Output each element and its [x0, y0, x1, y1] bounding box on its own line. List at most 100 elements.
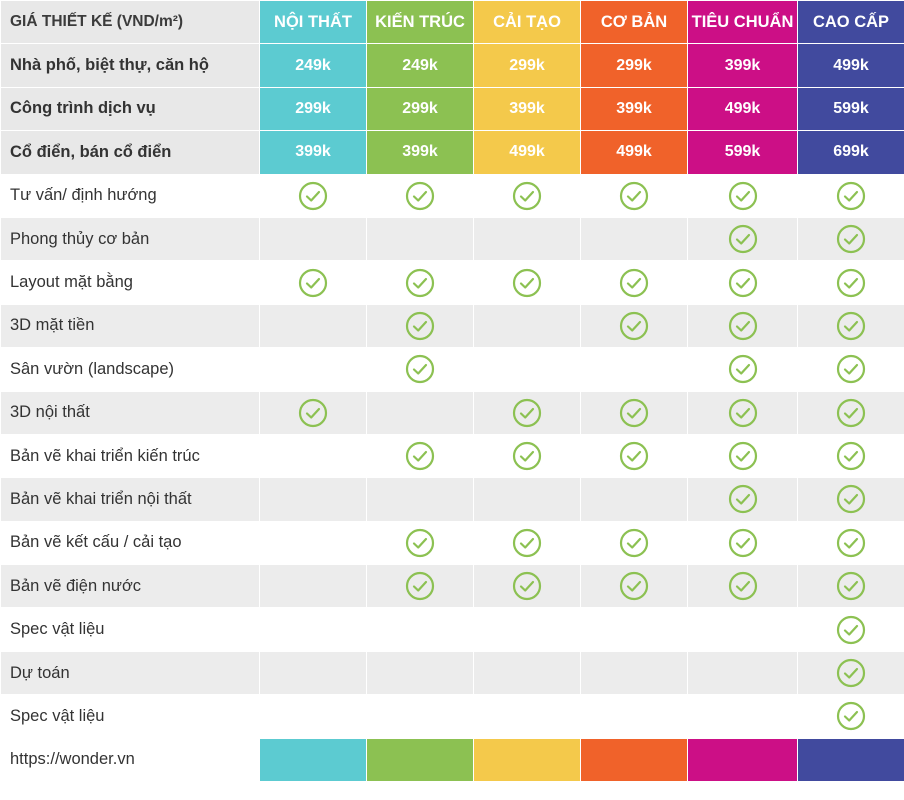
check-circle-icon	[619, 311, 649, 341]
feature-included-cell	[797, 303, 904, 349]
feature-row: Dự toán	[0, 650, 904, 696]
feature-row: Bản vẽ điện nước	[0, 564, 904, 609]
footer-link[interactable]: https://wonder.vn	[0, 737, 260, 783]
price-cell: 699k	[797, 130, 904, 175]
feature-empty-cell	[580, 607, 688, 652]
price-cell: 399k	[366, 130, 474, 175]
check-circle-icon	[405, 572, 435, 601]
check-circle-icon	[836, 615, 866, 644]
price-cell: 499k	[687, 86, 798, 132]
footer-swatch	[687, 737, 798, 783]
feature-included-cell	[473, 390, 581, 435]
feature-included-cell	[797, 520, 904, 566]
check-circle-icon	[836, 398, 866, 427]
feature-row: Phong thủy cơ bản	[0, 216, 904, 262]
check-circle-icon	[728, 181, 757, 210]
check-circle-icon	[728, 225, 757, 254]
feature-row: Bản vẽ khai triển kiến trúc	[0, 433, 904, 479]
feature-included-cell	[366, 564, 474, 609]
footer-row: https://wonder.vn	[0, 737, 904, 783]
pricing-table: GIÁ THIẾT KẾ (VND/m²) NỘI THẤT KIẾN TRÚC…	[0, 0, 904, 783]
price-row: Nhà phố, biệt thự, căn hộ 249k 249k 299k 299…	[0, 43, 904, 88]
feature-row: Bản vẽ kết cấu / cải tạo	[0, 520, 904, 566]
feature-row: Layout mặt bằng	[0, 260, 904, 305]
feature-included-cell	[259, 390, 367, 435]
feature-included-cell	[366, 260, 474, 305]
feature-label: Bản vẽ khai triển nội thất	[0, 477, 260, 522]
price-cell: 399k	[687, 43, 798, 88]
check-circle-icon	[836, 311, 866, 341]
check-circle-icon	[405, 268, 435, 297]
feature-included-cell	[366, 173, 474, 218]
check-circle-icon	[405, 441, 435, 471]
check-circle-icon	[619, 181, 649, 210]
check-circle-icon	[512, 268, 542, 297]
feature-included-cell	[687, 216, 798, 262]
feature-label: Spec vật liệu	[0, 607, 260, 652]
feature-included-cell	[797, 694, 904, 739]
feature-included-cell	[366, 520, 474, 566]
feature-empty-cell	[259, 520, 367, 566]
footer-swatch	[473, 737, 581, 783]
plan-header-tieu-chuan: TIÊU CHUẨN	[687, 0, 798, 45]
feature-row: 3D mặt tiền	[0, 303, 904, 349]
check-circle-icon	[512, 398, 542, 427]
feature-label: Spec vật liệu	[0, 694, 260, 739]
check-circle-icon	[836, 181, 866, 210]
feature-included-cell	[797, 260, 904, 305]
price-cell: 399k	[259, 130, 367, 175]
feature-included-cell	[687, 564, 798, 609]
feature-included-cell	[797, 173, 904, 218]
feature-empty-cell	[473, 650, 581, 696]
feature-included-cell	[580, 433, 688, 479]
feature-label: Dự toán	[0, 650, 260, 696]
feature-included-cell	[473, 564, 581, 609]
check-circle-icon	[836, 268, 866, 297]
feature-included-cell	[687, 347, 798, 392]
check-circle-icon	[836, 528, 866, 557]
check-circle-icon	[836, 702, 866, 731]
feature-empty-cell	[366, 607, 474, 652]
check-circle-icon	[728, 311, 757, 341]
feature-empty-cell	[580, 477, 688, 522]
price-row-label: Nhà phố, biệt thự, căn hộ	[0, 43, 260, 88]
plan-header-cao-cap: CAO CẤP	[797, 0, 904, 45]
price-row-label: Công trình dịch vụ	[0, 86, 260, 132]
feature-label: Phong thủy cơ bản	[0, 216, 260, 262]
feature-label: Bản vẽ kết cấu / cải tạo	[0, 520, 260, 566]
feature-included-cell	[797, 433, 904, 479]
plan-header-co-ban: CƠ BẢN	[580, 0, 688, 45]
feature-empty-cell	[259, 303, 367, 349]
feature-included-cell	[580, 520, 688, 566]
feature-included-cell	[687, 260, 798, 305]
price-cell: 399k	[580, 86, 688, 132]
feature-included-cell	[797, 607, 904, 652]
feature-empty-cell	[473, 694, 581, 739]
footer-swatch	[580, 737, 688, 783]
check-circle-icon	[405, 528, 435, 557]
price-cell: 499k	[473, 130, 581, 175]
feature-label: Bản vẽ điện nước	[0, 564, 260, 609]
feature-empty-cell	[366, 477, 474, 522]
feature-empty-cell	[473, 216, 581, 262]
price-cell: 299k	[259, 86, 367, 132]
feature-included-cell	[473, 520, 581, 566]
feature-included-cell	[580, 564, 688, 609]
feature-empty-cell	[366, 390, 474, 435]
check-circle-icon	[298, 398, 328, 427]
check-circle-icon	[836, 441, 866, 471]
check-circle-icon	[619, 268, 649, 297]
check-circle-icon	[836, 355, 866, 384]
feature-included-cell	[473, 433, 581, 479]
price-row-label: Cổ điển, bán cổ điển	[0, 130, 260, 175]
check-circle-icon	[728, 485, 757, 514]
price-cell: 299k	[580, 43, 688, 88]
check-circle-icon	[728, 441, 757, 471]
feature-included-cell	[687, 173, 798, 218]
check-circle-icon	[836, 225, 866, 254]
feature-empty-cell	[366, 650, 474, 696]
feature-included-cell	[473, 173, 581, 218]
feature-empty-cell	[259, 694, 367, 739]
feature-empty-cell	[473, 347, 581, 392]
feature-empty-cell	[687, 694, 798, 739]
